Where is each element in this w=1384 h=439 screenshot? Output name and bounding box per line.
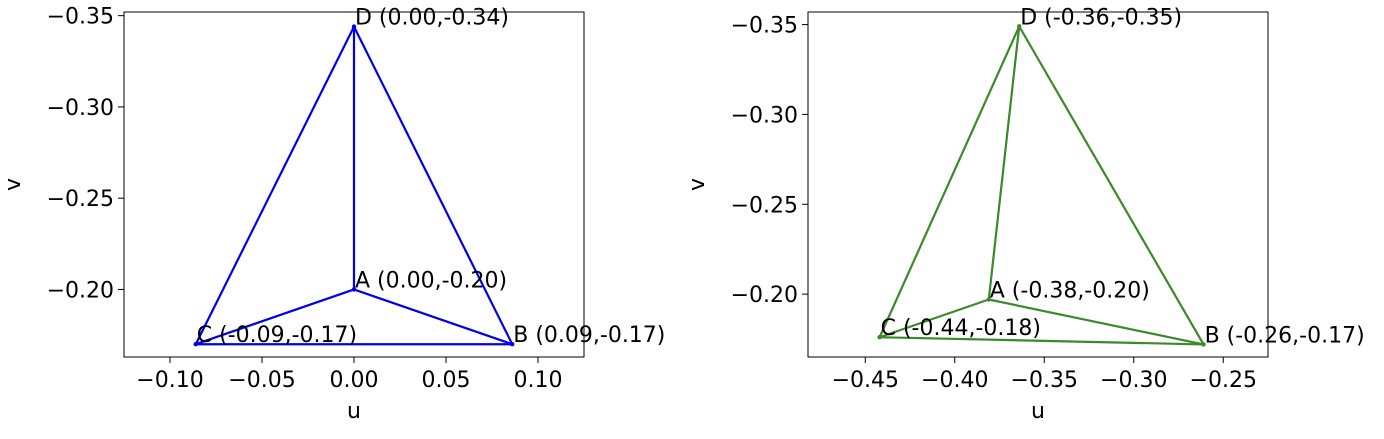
vertex-C: [193, 342, 198, 347]
vertex-label-C: C (-0.09,-0.17): [197, 323, 357, 348]
vertex-label-B: B (0.09,-0.17): [513, 323, 665, 348]
axes-frame: [807, 11, 1269, 358]
vertex-D: [1017, 24, 1022, 29]
edge-AB: [987, 298, 1205, 346]
x-tick-label: −0.35: [1011, 368, 1078, 393]
edge-AC: [878, 298, 990, 339]
vertex-label-A: A (-0.38,-0.20): [990, 279, 1150, 304]
y-tick-label: −0.20: [47, 278, 114, 303]
x-tick-label: −0.25: [1190, 368, 1257, 393]
vertex-label-D: D (0.00,-0.34): [355, 6, 509, 31]
edge-AB: [352, 288, 514, 346]
edge-BD: [1018, 25, 1205, 346]
chart-panel-1: −0.10 −0.05 0.00 0.05 0.10 −0.35 −0.30 −0.25 −0.…: [1, 5, 665, 424]
chart-panel-2: −0.45 −0.40 −0.35 −0.30 −0.25 −0.35 −0.30 −0.25…: [685, 5, 1365, 424]
x-axis-label: u: [1031, 399, 1045, 424]
y-axis-label: v: [685, 178, 710, 191]
x-tick-label: −0.10: [136, 368, 203, 393]
y-axis-label: v: [1, 178, 26, 191]
vertex-B: [1201, 342, 1206, 347]
y-tick-label: −0.25: [731, 193, 798, 218]
y-tick-label: −0.25: [47, 187, 114, 212]
edge-AD: [987, 25, 1021, 301]
y-tick-label: −0.30: [731, 103, 798, 128]
vertex-A: [351, 287, 357, 292]
y-tick-label: −0.35: [47, 5, 114, 30]
x-tick-label: −0.05: [228, 368, 295, 393]
x-tick-label: 0.05: [422, 368, 471, 393]
y-tick-label: −0.30: [47, 96, 114, 121]
vertex-A: [986, 297, 991, 302]
y-tick-label: −0.20: [731, 283, 798, 308]
vertex-C: [877, 335, 882, 340]
edge-BD: [352, 25, 514, 346]
edge-CD: [878, 25, 1021, 339]
x-axis-label: u: [347, 399, 361, 424]
x-tick-label: −0.40: [921, 368, 988, 393]
edge-BC: [878, 336, 1205, 346]
y-tick-label: −0.35: [731, 14, 798, 39]
vertex-label-D: D (-0.36,-0.35): [1020, 5, 1182, 30]
x-tick-label: −0.45: [832, 368, 899, 393]
vertex-label-C: C (-0.44,-0.18): [881, 316, 1041, 341]
x-tick-label: −0.30: [1100, 368, 1167, 393]
edge-CD: [194, 25, 356, 346]
vertex-D: [351, 24, 357, 29]
vertex-label-B: B (-0.26,-0.17): [1205, 323, 1365, 348]
x-tick-label: 0.10: [514, 368, 563, 393]
x-tick-label: 0.00: [330, 368, 379, 393]
vertex-B: [510, 342, 515, 347]
edge-AC: [194, 288, 356, 346]
vertex-label-A: A (0.00,-0.20): [355, 268, 507, 293]
